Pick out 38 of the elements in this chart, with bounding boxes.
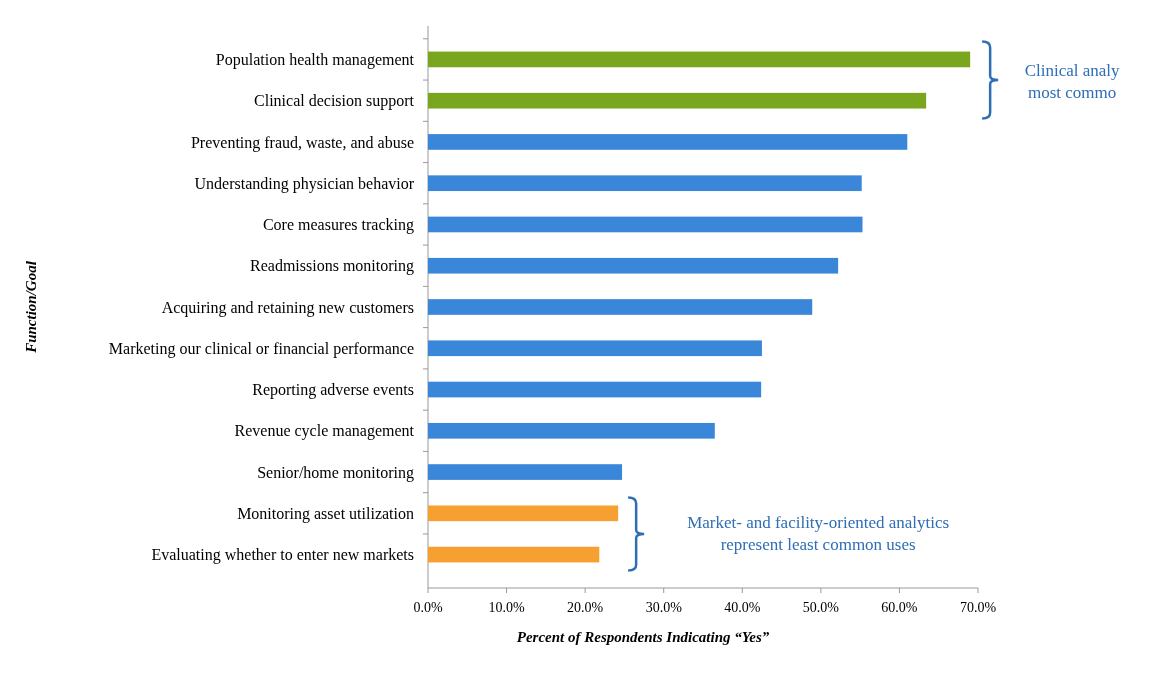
bar [428, 51, 971, 68]
bar [428, 257, 839, 274]
y-tick-label: Population health management [215, 51, 415, 70]
y-tick-label: Evaluating whether to enter new markets [151, 546, 414, 565]
y-tick-label: Readmissions monitoring [250, 257, 414, 276]
bar [428, 464, 623, 480]
bar [428, 175, 862, 192]
bar [428, 134, 908, 150]
x-tick-label: 20.0% [567, 600, 604, 615]
y-axis-title: Function/Goal [23, 260, 39, 354]
y-tick-label: Marketing our clinical or financial performance [108, 339, 414, 358]
y-tick-label: Reporting adverse events [252, 381, 414, 400]
bar [428, 340, 762, 357]
x-tick-label: 0.0% [413, 600, 443, 615]
y-tick-label: Monitoring asset utilization [237, 504, 414, 523]
x-tick-label: 30.0% [645, 600, 683, 615]
x-tick-label: 50.0% [802, 600, 840, 615]
text: Clinical analy most commo [1024, 61, 1121, 103]
x-tick-label: 10.0% [488, 600, 525, 615]
y-tick-label: Senior/home monitoring [257, 463, 414, 482]
y-tick-label: Understanding physician behavior [194, 174, 415, 193]
x-tick-label: 60.0% [881, 600, 918, 615]
y-tick-label: Revenue cycle management [234, 422, 415, 441]
y-tick-label: Acquiring and retaining new customers [161, 298, 414, 317]
y-tick-label: Preventing fraud, waste, and abuse [190, 133, 414, 152]
x-tick-label: 40.0% [724, 600, 761, 615]
y-tick-label: Clinical decision support [254, 92, 415, 111]
annotation: Market- and facility-oriented analytics represent least common uses [687, 512, 950, 554]
bar [428, 92, 927, 109]
bar [428, 422, 715, 439]
bar [428, 546, 600, 563]
bar [428, 505, 619, 522]
y-tick-label: Core measures tracking [262, 216, 414, 235]
x-tick-label: 70.0% [959, 600, 997, 615]
x-axis-title: Percent of Respondents Indicating “Yes” [516, 629, 770, 645]
bar [428, 381, 762, 398]
bar [428, 216, 863, 233]
bar [428, 299, 813, 315]
